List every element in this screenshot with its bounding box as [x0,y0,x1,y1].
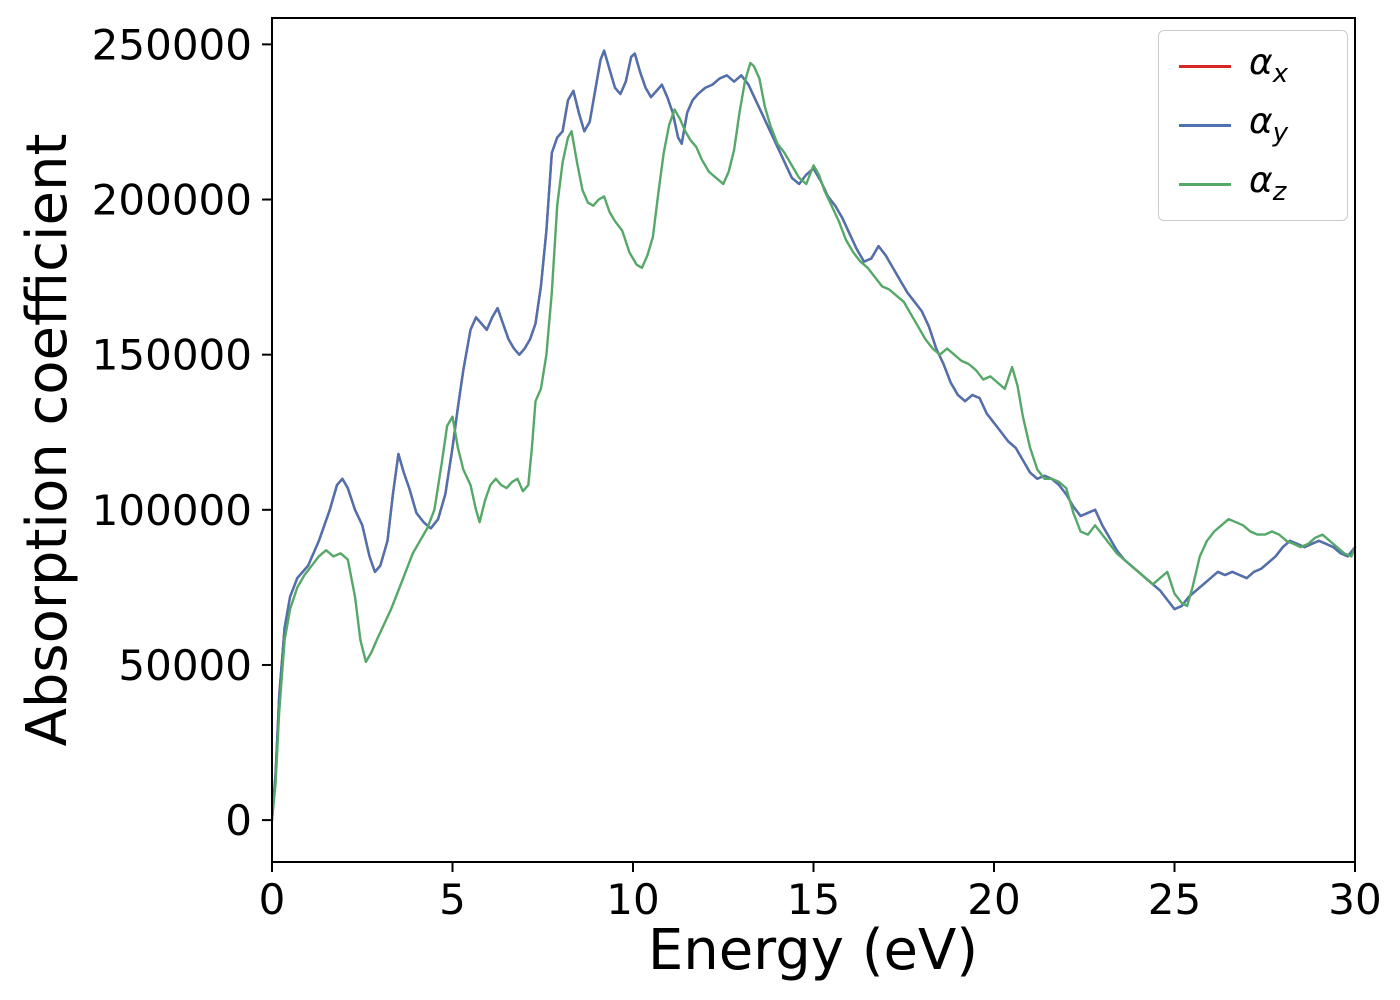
legend-label-alpha-z: αz [1249,160,1287,208]
x-tick-label: 30 [1328,875,1381,924]
x-tick-label: 10 [606,875,659,924]
legend-item-alpha-z: αz [1179,163,1327,206]
series-line-alpha_y [270,49,1357,822]
x-tick-label: 15 [787,875,840,924]
legend-label-alpha-y: αy [1249,101,1289,149]
legend-swatch-alpha-z [1179,183,1231,187]
series-line-alpha_z [270,61,1357,822]
legend-swatch-alpha-y [1179,124,1231,128]
y-tick-label: 50000 [118,641,252,690]
x-tick-label: 25 [1148,875,1201,924]
x-tick-label: 5 [439,875,466,924]
y-tick-label: 200000 [92,176,252,225]
x-tick-label: 20 [967,875,1020,924]
y-tick-label: 0 [225,796,252,845]
y-tick-label: 250000 [92,20,252,69]
legend-item-alpha-y: αy [1179,104,1327,147]
y-tick-label: 150000 [92,331,252,380]
legend-swatch-alpha-x [1179,65,1231,69]
x-tick-label: 0 [259,875,286,924]
y-tick-label: 100000 [92,486,252,535]
legend-item-alpha-x: αx [1179,45,1327,88]
axes-frame [271,17,1356,863]
x-axis-label: Energy (eV) [647,918,979,983]
legend-label-alpha-x: αx [1249,42,1289,90]
legend: αx αy αz [1158,30,1348,222]
y-axis-label: Absorption coefficient [15,133,80,747]
